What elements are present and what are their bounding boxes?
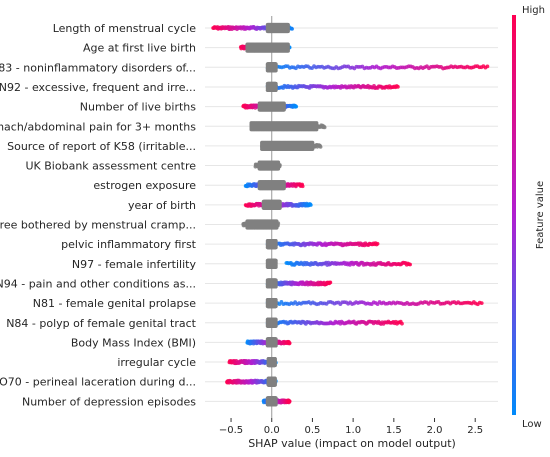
shap-point — [314, 127, 319, 132]
beeswarm-dots — [211, 22, 490, 407]
feature-row-dots — [260, 140, 323, 152]
shap-point — [286, 29, 290, 34]
shap-point — [273, 88, 278, 93]
shap-point — [375, 241, 380, 246]
shap-point — [485, 64, 490, 69]
feature-row-dots — [241, 101, 299, 112]
feature-row-dots — [265, 258, 412, 269]
feature-row-dots — [243, 199, 313, 210]
feature-row-dots — [265, 317, 404, 328]
shap-point — [273, 304, 278, 309]
shap-point — [274, 225, 279, 230]
shap-point — [328, 280, 333, 285]
feature-row-dots — [265, 81, 400, 93]
shap-point — [273, 245, 278, 250]
feature-row-dots — [211, 22, 294, 34]
shap-point — [282, 107, 286, 112]
shap-point — [318, 144, 323, 149]
shap-point — [282, 186, 286, 191]
feature-row-dots — [238, 42, 292, 53]
shap-point — [294, 104, 299, 109]
shap-point — [308, 203, 313, 207]
shap-point — [310, 147, 315, 152]
shap-point — [273, 68, 278, 73]
grid-lines — [205, 27, 498, 402]
shap-point — [273, 265, 278, 269]
shap-point — [277, 206, 282, 210]
shap-point — [276, 166, 281, 171]
shap-point — [300, 184, 305, 189]
feature-row-dots — [243, 180, 305, 191]
shap-point — [395, 84, 400, 89]
shap-point — [400, 321, 404, 326]
shap-point — [322, 125, 327, 130]
shap-point — [273, 284, 278, 289]
shap-point — [286, 48, 290, 53]
feature-row-dots — [249, 121, 327, 132]
shap-point — [290, 26, 294, 31]
shap-point — [273, 324, 278, 328]
feature-row-dots — [241, 219, 281, 230]
feature-row-dots — [265, 278, 333, 289]
feature-row-dots — [265, 298, 484, 309]
feature-row-dots — [265, 62, 490, 73]
shap-point — [408, 262, 412, 267]
shap-point — [479, 301, 484, 306]
feature-row-dots — [265, 239, 380, 250]
feature-row-dots — [253, 160, 282, 171]
